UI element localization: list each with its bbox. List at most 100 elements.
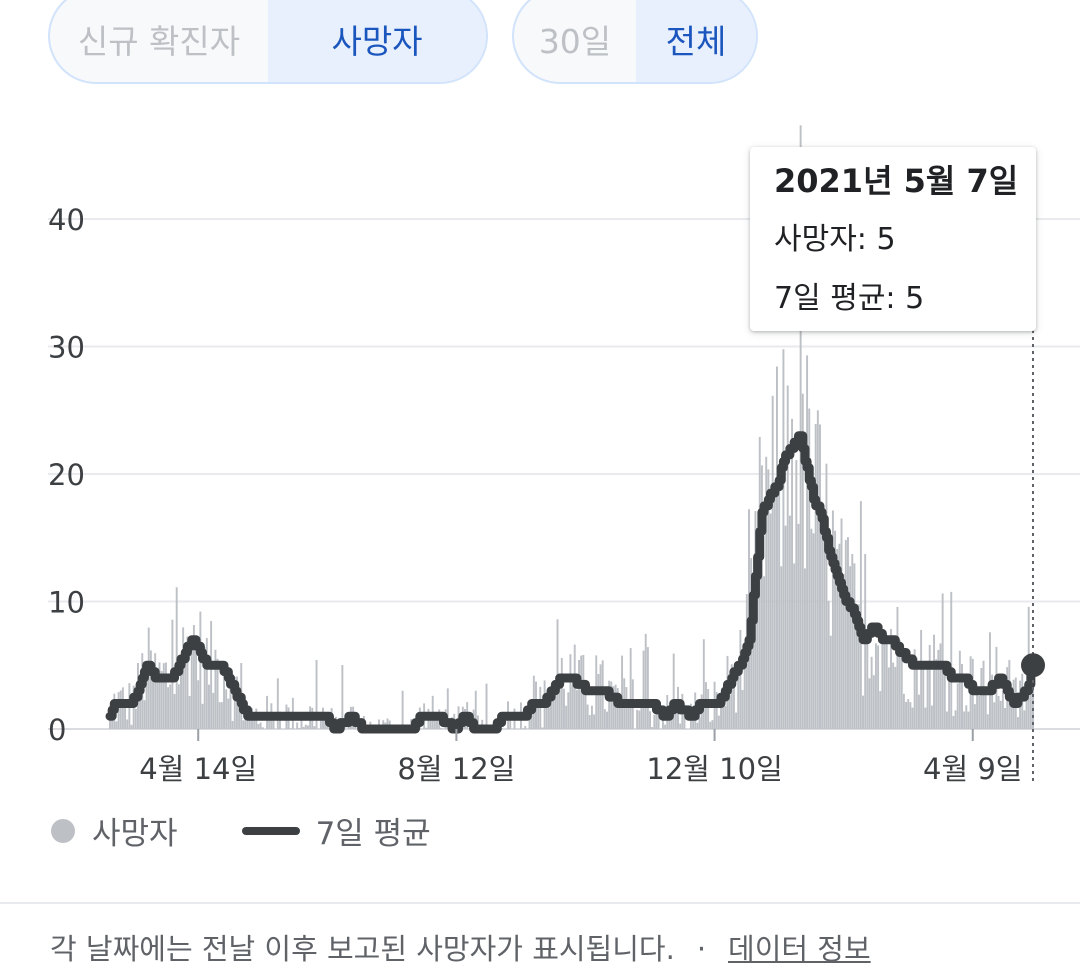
- bar: [739, 629, 742, 729]
- bar: [984, 687, 987, 729]
- bar: [162, 663, 165, 729]
- toggle-30-days[interactable]: 30일: [538, 22, 612, 61]
- bar: [190, 645, 193, 729]
- bar: [961, 663, 963, 729]
- bar: [446, 688, 449, 729]
- bar: [565, 705, 568, 729]
- bar: [771, 395, 774, 729]
- bar: [152, 679, 154, 729]
- bar: [829, 635, 832, 729]
- x-tick-label: 8월 12일: [397, 752, 515, 786]
- bar: [877, 645, 880, 729]
- bar: [429, 720, 432, 729]
- bar: [233, 676, 236, 729]
- bar: [644, 633, 647, 729]
- bar: [554, 687, 557, 729]
- data-info-link[interactable]: 데이터 정보: [728, 932, 871, 966]
- bar: [223, 673, 225, 729]
- bar: [672, 653, 675, 729]
- bar: [973, 704, 976, 729]
- daily-deaths-bars: [109, 125, 1034, 729]
- bar: [978, 695, 981, 729]
- bar: [935, 659, 938, 729]
- bar: [578, 660, 580, 729]
- range-toggle: 30일 전체: [512, 0, 758, 84]
- bar: [386, 718, 389, 729]
- bar: [730, 664, 733, 729]
- bar: [890, 629, 892, 729]
- x-axis-ticks: 4월 14일 8월 12일 12월 10일 4월 9일: [139, 729, 1022, 786]
- bar: [186, 636, 189, 729]
- bar: [1010, 701, 1013, 729]
- toggle-all[interactable]: 전체: [636, 0, 756, 82]
- tooltip: 2021년 5월 7일 사망자: 5 7일 평균: 5: [750, 147, 1036, 331]
- bar: [801, 393, 804, 729]
- bar: [782, 349, 785, 729]
- bar: [803, 568, 806, 729]
- bar: [218, 702, 221, 729]
- bar: [272, 717, 275, 729]
- deaths-legend-label: 사망자: [92, 816, 178, 852]
- bar: [967, 711, 970, 729]
- bar: [780, 566, 783, 729]
- bar: [823, 523, 826, 729]
- bar: [597, 673, 600, 729]
- bar: [216, 658, 219, 729]
- bar: [298, 728, 301, 729]
- bar: [599, 664, 602, 729]
- bar: [898, 639, 901, 729]
- bar: [933, 634, 935, 729]
- bar: [203, 647, 206, 729]
- tooltip-deaths: 사망자: 5: [774, 222, 896, 257]
- bar: [436, 715, 438, 729]
- footer-text: 각 날짜에는 전날 이후 보고된 사망자가 표시됩니다.: [50, 932, 675, 966]
- bar: [616, 688, 619, 729]
- bar: [481, 719, 484, 729]
- bar: [1029, 666, 1032, 729]
- x-tick-label: 12월 10일: [646, 752, 782, 786]
- bar: [948, 675, 951, 729]
- bar: [821, 511, 824, 729]
- bar: [560, 658, 563, 729]
- bar: [674, 713, 677, 729]
- bar: [885, 634, 888, 729]
- bar: [874, 643, 877, 729]
- bar: [808, 408, 811, 729]
- bar: [844, 539, 847, 729]
- bar: [986, 714, 989, 729]
- bar: [851, 553, 854, 729]
- bar: [920, 629, 923, 729]
- bar: [584, 682, 587, 729]
- bar: [530, 710, 533, 729]
- bar: [816, 410, 819, 729]
- bar: [1032, 665, 1034, 729]
- bar: [883, 639, 886, 729]
- bar: [853, 563, 856, 729]
- bar: [849, 566, 852, 729]
- bar: [143, 700, 146, 729]
- bar: [838, 543, 841, 729]
- bar: [156, 675, 159, 729]
- average-line: [105, 431, 1038, 734]
- deaths-chart[interactable]: 0 10 20 30 40 4월 14일 8월 12일 12월 10일 4월 9일: [0, 0, 1080, 900]
- bar: [767, 469, 770, 729]
- toggle-deaths[interactable]: 사망자: [268, 0, 486, 82]
- bar: [819, 424, 821, 729]
- bar: [945, 711, 948, 729]
- bar: [799, 125, 802, 729]
- bar: [696, 722, 699, 729]
- bar: [722, 698, 725, 729]
- bar: [569, 654, 572, 729]
- bar: [268, 715, 271, 729]
- seven-day-average-line: [105, 431, 1038, 734]
- bar: [825, 463, 828, 729]
- tooltip-average: 7일 평균: 5: [774, 281, 925, 316]
- bar: [558, 675, 561, 729]
- bar: [567, 692, 570, 729]
- toggle-new-cases[interactable]: 신규 확진자: [77, 22, 241, 61]
- bar: [158, 662, 161, 729]
- bar: [401, 690, 404, 729]
- bar: [182, 627, 185, 729]
- bar: [154, 653, 157, 729]
- bar: [1016, 717, 1019, 729]
